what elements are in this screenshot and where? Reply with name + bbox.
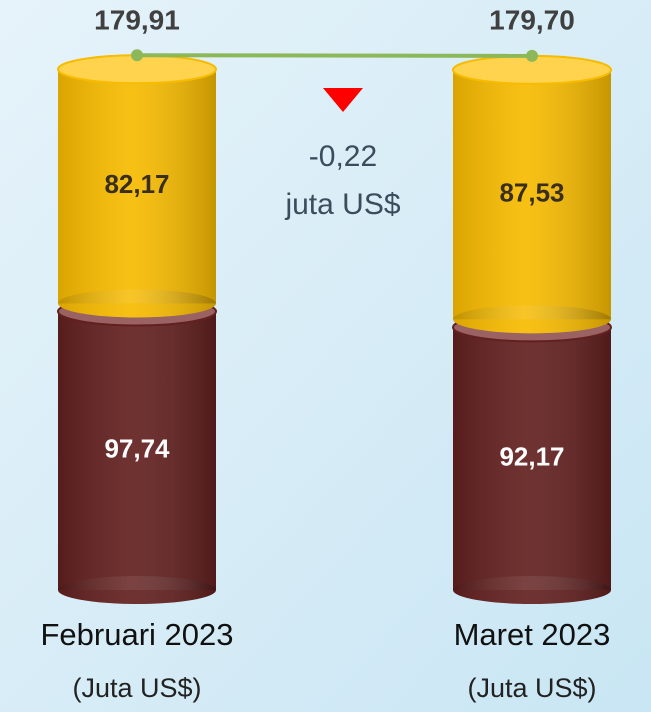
bar-shade bbox=[58, 576, 216, 604]
change-text: -0,22 bbox=[309, 140, 377, 173]
data-label: 82,17 bbox=[104, 169, 169, 199]
bar-shade bbox=[453, 305, 611, 334]
total-line bbox=[136, 53, 533, 58]
bar-shade bbox=[58, 311, 216, 590]
bar-shade bbox=[453, 576, 611, 604]
data-label: 97,74 bbox=[104, 434, 170, 464]
total-label: 179,70 bbox=[489, 4, 575, 35]
total-point bbox=[131, 49, 143, 62]
category-label: Maret 2023 bbox=[454, 617, 611, 652]
category-unit: (Juta US$) bbox=[72, 673, 201, 703]
category-unit: (Juta US$) bbox=[467, 673, 596, 703]
bar-shade bbox=[58, 69, 216, 304]
bar-shade bbox=[453, 69, 611, 320]
total-point bbox=[526, 49, 538, 62]
total-label: 179,91 bbox=[94, 4, 180, 35]
bar-shade bbox=[453, 327, 611, 590]
data-label: 87,53 bbox=[499, 177, 564, 207]
category-label: Februari 2023 bbox=[40, 617, 233, 652]
change-arrow bbox=[323, 88, 363, 112]
data-label: 92,17 bbox=[499, 442, 564, 472]
change-unit: juta US$ bbox=[284, 188, 400, 221]
bar-shade bbox=[58, 289, 216, 318]
